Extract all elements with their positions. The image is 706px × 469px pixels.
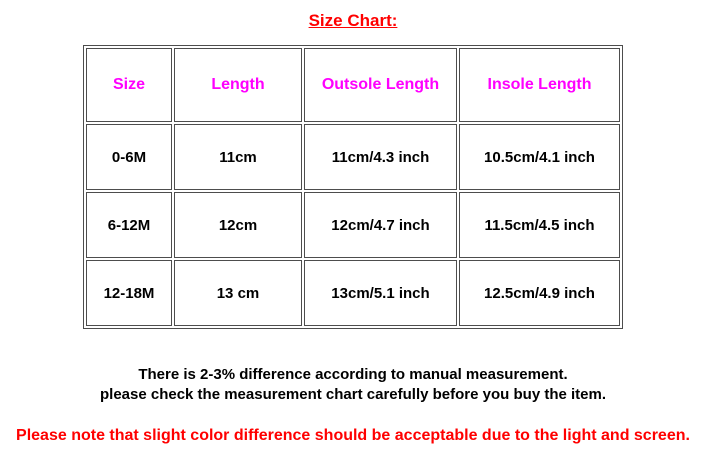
cell-size: 0-6M	[86, 124, 172, 190]
measurement-note-line2: please check the measurement chart caref…	[99, 386, 606, 403]
header-insole-length: Insole Length	[459, 48, 620, 122]
cell-length: 13 cm	[174, 260, 302, 326]
size-chart-table: Size Length Outsole Length Insole Length…	[83, 45, 623, 329]
cell-outsole-length: 11cm/4.3 inch	[304, 124, 457, 190]
page-title: Size Chart:	[308, 11, 398, 30]
cell-insole-length: 11.5cm/4.5 inch	[459, 192, 620, 258]
table-header-row: Size Length Outsole Length Insole Length	[86, 48, 620, 122]
cell-size: 6-12M	[86, 192, 172, 258]
measurement-notes: There is 2-3% difference according to ma…	[0, 365, 706, 405]
measurement-note-line1: There is 2-3% difference according to ma…	[138, 366, 568, 383]
size-chart-page: Size Chart: Size Length Outsole Length I…	[0, 11, 706, 469]
header-length: Length	[174, 48, 302, 122]
cell-insole-length: 12.5cm/4.9 inch	[459, 260, 620, 326]
header-outsole-length: Outsole Length	[304, 48, 457, 122]
table-row: 6-12M 12cm 12cm/4.7 inch 11.5cm/4.5 inch	[86, 192, 620, 258]
table-row: 12-18M 13 cm 13cm/5.1 inch 12.5cm/4.9 in…	[86, 260, 620, 326]
cell-length: 11cm	[174, 124, 302, 190]
cell-insole-length: 10.5cm/4.1 inch	[459, 124, 620, 190]
cell-length: 12cm	[174, 192, 302, 258]
table-row: 0-6M 11cm 11cm/4.3 inch 10.5cm/4.1 inch	[86, 124, 620, 190]
cell-outsole-length: 12cm/4.7 inch	[304, 192, 457, 258]
cell-outsole-length: 13cm/5.1 inch	[304, 260, 457, 326]
header-size: Size	[86, 48, 172, 122]
color-difference-notice: Please note that slight color difference…	[16, 427, 690, 444]
cell-size: 12-18M	[86, 260, 172, 326]
